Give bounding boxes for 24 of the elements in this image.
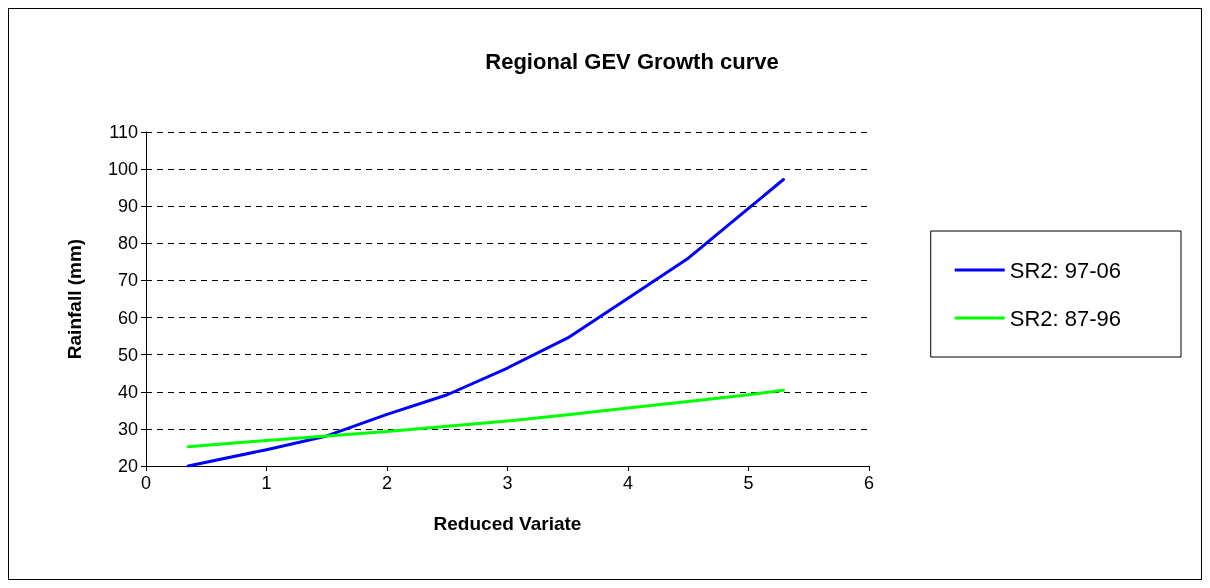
x-tick-label: 2 (381, 473, 393, 493)
y-tick-label: 110 (109, 122, 138, 142)
legend-label: SR2: 87-96 (1009, 305, 1122, 331)
chart-title: Regional GEV Growth curve (485, 48, 779, 74)
y-tick-label: 50 (117, 344, 138, 365)
x-tick-label: 0 (140, 473, 152, 493)
y-tick-label: 90 (117, 196, 138, 217)
x-tick-label: 4 (622, 473, 634, 493)
y-tick-label: 60 (117, 307, 138, 328)
y-tick-label: 30 (117, 418, 138, 439)
y-tick-label: 40 (117, 381, 138, 402)
x-tick-label: 1 (261, 473, 272, 493)
y-tick-label: 70 (117, 270, 138, 291)
y-axis-title: Rainfall (mm) (64, 238, 85, 360)
x-tick-label: 6 (863, 473, 875, 493)
y-tick-label: 20 (117, 456, 138, 476)
line-series (186, 178, 785, 468)
y-tick-label: 100 (107, 159, 138, 180)
x-tick-label: 3 (502, 473, 513, 493)
line-series (186, 388, 785, 449)
legend-label: SR2: 97-06 (1009, 257, 1122, 283)
x-tick-label: 5 (743, 473, 754, 493)
y-tick-label: 80 (117, 233, 138, 254)
x-axis-title: Reduced Variate (433, 513, 582, 534)
